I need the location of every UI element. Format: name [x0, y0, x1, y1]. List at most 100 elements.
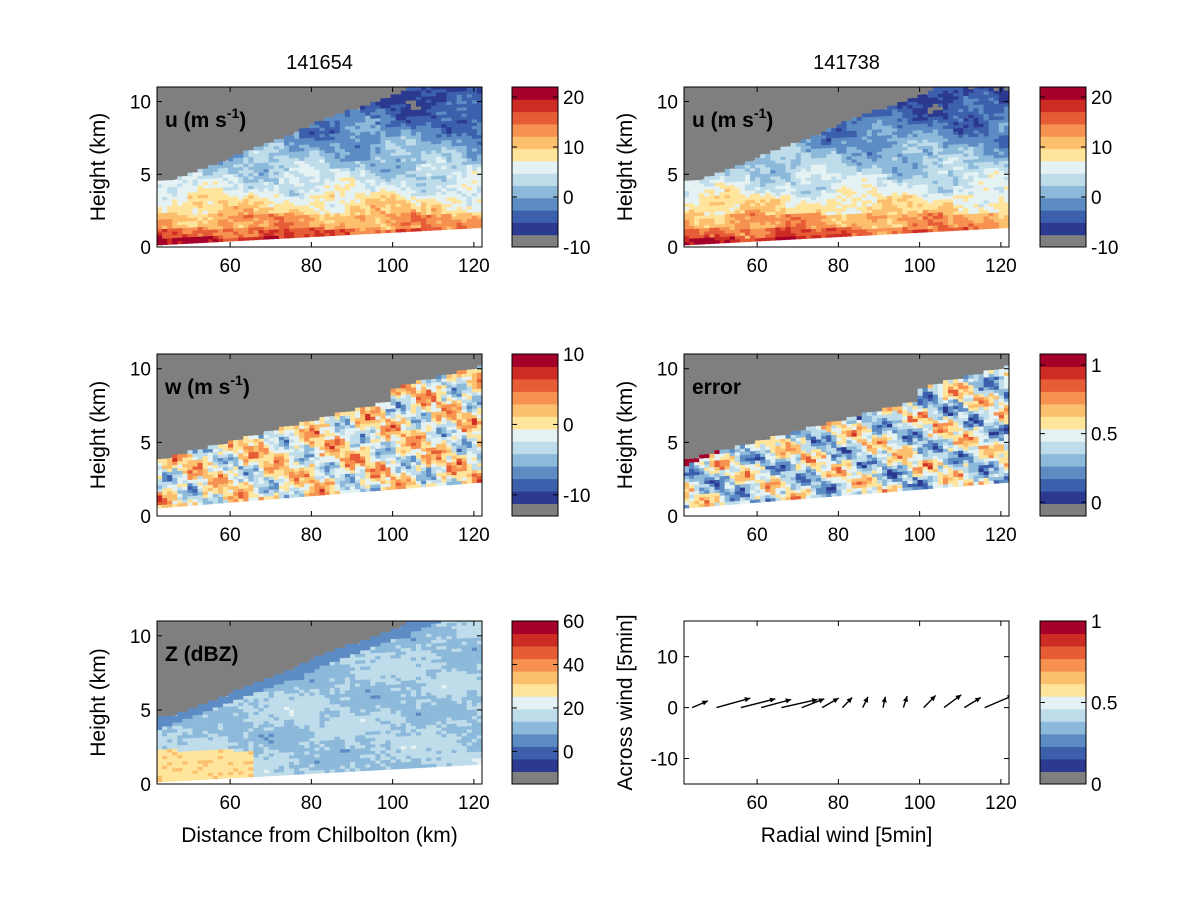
heatmap-cell: [942, 160, 949, 165]
heatmap-cell: [349, 115, 356, 120]
heatmap-cell: [851, 184, 858, 189]
heatmap-cell: [446, 193, 453, 198]
heatmap-cell: [405, 221, 412, 226]
heatmap-cell: [856, 206, 863, 211]
heatmap-cell: [299, 224, 305, 229]
heatmap-cell: [167, 497, 173, 502]
heatmap-cell: [395, 164, 402, 169]
heatmap-cell: [963, 200, 969, 205]
heatmap-cell: [283, 452, 290, 457]
heatmap-cell: [973, 168, 980, 173]
heatmap-cell: [243, 452, 250, 457]
heatmap-cell: [187, 201, 194, 206]
heatmap-cell: [233, 453, 239, 457]
heatmap-cell: [998, 102, 1005, 107]
heatmap-cell: [724, 194, 731, 199]
heatmap-cell: [421, 192, 427, 196]
heatmap-cell: [217, 164, 224, 169]
heatmap-cell: [1003, 179, 1009, 184]
heatmap-cell: [760, 208, 766, 213]
heatmap-cell: [709, 230, 716, 235]
heatmap-cell: [283, 196, 290, 201]
heatmap-cell: [212, 206, 219, 211]
heatmap-cell: [876, 183, 883, 187]
heatmap-cell: [461, 173, 468, 178]
heatmap-cell: [278, 468, 285, 473]
heatmap-cell: [699, 218, 705, 223]
heatmap-cell: [998, 179, 1005, 184]
heatmap-cell: [866, 113, 873, 118]
heatmap-cell: [775, 166, 782, 170]
heatmap-cell: [988, 100, 995, 105]
heatmap-cell: [775, 194, 782, 199]
heatmap-cell: [349, 119, 356, 123]
heatmap-cell: [988, 209, 995, 213]
heatmap-cell: [390, 104, 397, 108]
heatmap-cell: [217, 228, 224, 233]
heatmap-cell: [426, 99, 432, 103]
heatmap-cell: [177, 195, 183, 200]
heatmap-cell: [278, 234, 285, 239]
heatmap-cell: [841, 153, 848, 157]
heatmap-cell: [775, 230, 782, 234]
heatmap-cell: [329, 165, 336, 169]
heatmap-cell: [948, 166, 954, 171]
heatmap-cell: [278, 485, 285, 489]
heatmap-cell: [192, 229, 199, 234]
heatmap-cell: [907, 133, 914, 138]
heatmap-cell: [344, 196, 351, 200]
heatmap-cell: [380, 152, 387, 157]
heatmap-cell: [365, 169, 371, 174]
heatmap-cell: [871, 186, 878, 191]
heatmap-cell: [192, 220, 199, 225]
heatmap-cell: [451, 193, 458, 198]
heatmap-cell: [344, 132, 351, 136]
heatmap-cell: [197, 462, 204, 467]
heatmap-cell: [882, 195, 888, 200]
heatmap-cell: [339, 222, 346, 226]
heatmap-cell: [415, 125, 422, 129]
heatmap-cell: [897, 217, 903, 222]
heatmap-cell: [902, 184, 909, 189]
heatmap-cell: [197, 188, 204, 192]
heatmap-cell: [846, 184, 853, 189]
heatmap-cell: [770, 236, 777, 241]
heatmap-cell: [942, 109, 949, 113]
heatmap-cell: [451, 148, 458, 153]
heatmap-cell: [324, 210, 331, 214]
heatmap-cell: [876, 112, 883, 117]
heatmap-cell: [795, 171, 802, 176]
heatmap-cell: [734, 171, 741, 176]
heatmap-cell: [157, 494, 163, 499]
heatmap-cell: [841, 159, 848, 164]
heatmap-cell: [866, 154, 873, 159]
heatmap-cell: [253, 454, 260, 459]
heatmap-cell: [942, 195, 949, 200]
heatmap-cell: [390, 209, 397, 214]
heatmap-cell: [309, 220, 316, 225]
heatmap-cell: [329, 142, 336, 147]
heatmap-cell: [344, 128, 351, 133]
heatmap-cell: [334, 145, 341, 150]
heatmap-cell: [876, 131, 883, 136]
heatmap-cell: [436, 149, 442, 154]
heatmap-cell: [785, 204, 792, 208]
heatmap-cell: [212, 477, 219, 482]
heatmap-cell: [324, 213, 331, 218]
colorbar-swatch: [1040, 123, 1086, 137]
heatmap-cell: [466, 90, 473, 95]
heatmap-cell: [421, 214, 427, 219]
heatmap-cell: [309, 172, 316, 177]
heatmap-cell: [836, 150, 843, 154]
heatmap-cell: [426, 207, 432, 212]
heatmap-cell: [476, 93, 482, 97]
heatmap-cell: [405, 132, 412, 136]
heatmap-cell: [283, 148, 290, 153]
heatmap-cell: [263, 495, 270, 500]
heatmap-cell: [851, 200, 858, 205]
heatmap-cell: [780, 204, 787, 209]
heatmap-cell: [739, 216, 746, 220]
heatmap-cell: [461, 113, 468, 117]
heatmap-cell: [866, 196, 873, 201]
